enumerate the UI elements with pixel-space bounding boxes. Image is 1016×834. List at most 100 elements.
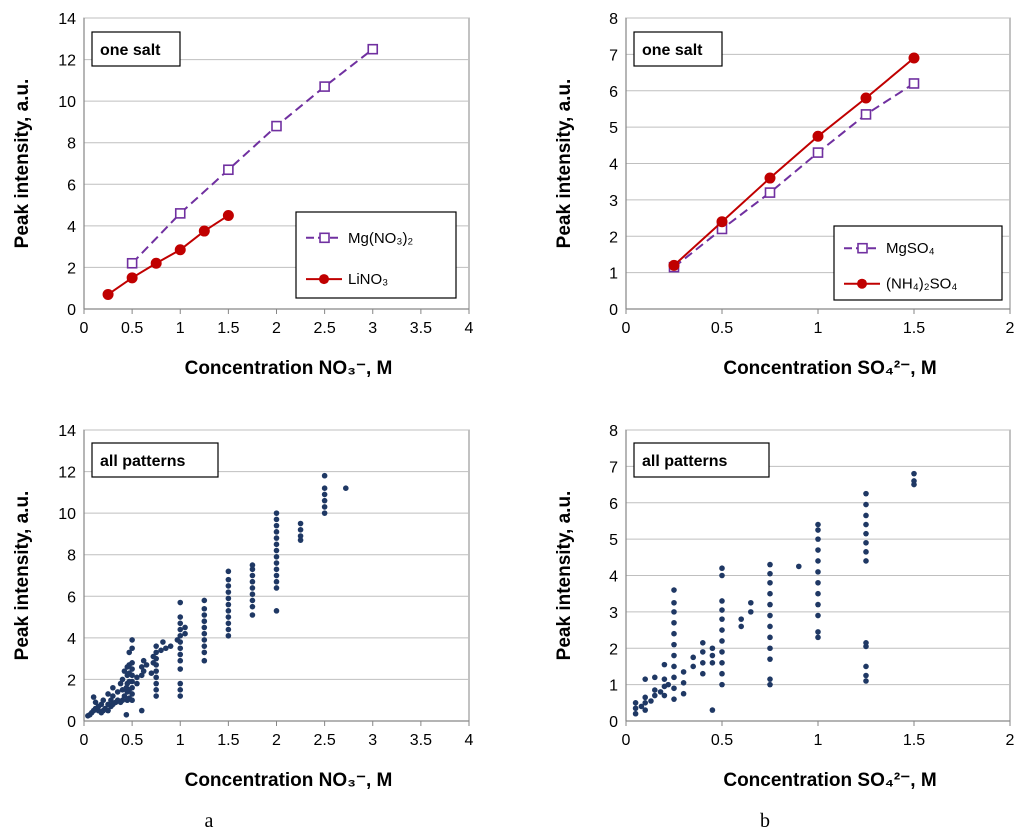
scatter-point	[225, 583, 232, 589]
scatter-point	[225, 589, 232, 595]
x-tick-label: 2	[1006, 320, 1015, 337]
scatter-point	[671, 630, 677, 637]
scatter-point	[297, 533, 304, 539]
scatter-point	[863, 672, 869, 679]
panel-title-box	[633, 442, 770, 478]
scatter-point	[767, 579, 773, 586]
scatter-point	[815, 579, 821, 586]
y-tick-label: 4	[67, 631, 76, 648]
scatter-point	[110, 684, 116, 691]
scatter-point	[863, 521, 869, 528]
y-tick-label: 3	[609, 193, 618, 210]
y-tick-label: 1	[609, 678, 618, 695]
scatter-point	[153, 655, 159, 662]
y-tick-label: 0	[609, 714, 618, 731]
panel-title-box	[633, 31, 723, 67]
y-tick-label: 5	[609, 120, 618, 137]
scatter-point	[201, 630, 208, 637]
series-line-1	[673, 57, 915, 267]
scatter-point	[273, 572, 280, 579]
scatter-point	[671, 619, 677, 626]
scatter-point	[129, 645, 135, 652]
scatter-point	[767, 623, 773, 630]
scatter-point	[671, 674, 677, 681]
scatter-point	[863, 549, 869, 555]
scatter-point	[225, 576, 232, 583]
scatter-point	[738, 623, 744, 630]
x-tick-label: 0.5	[711, 320, 733, 337]
scatter-point	[690, 663, 696, 670]
legend-label: LiNO₃	[348, 271, 388, 288]
x-tick-label: 1.5	[903, 320, 925, 337]
data-point-marker	[150, 257, 162, 269]
scatter-point	[719, 607, 725, 613]
scatter-point	[249, 572, 256, 579]
scatter-point	[700, 660, 706, 666]
legend-swatch-marker	[319, 274, 329, 285]
scatter-point	[815, 590, 821, 597]
scatter-point	[671, 641, 677, 648]
y-tick-label: 6	[609, 496, 618, 513]
data-point-marker	[908, 52, 920, 64]
scatter-point	[638, 703, 645, 710]
scatter-point	[249, 585, 256, 591]
scatter-point	[321, 472, 328, 479]
scatter-point	[249, 612, 256, 618]
scatter-point	[201, 618, 208, 625]
data-point-marker	[764, 172, 776, 184]
data-point-marker	[102, 288, 114, 300]
scatter-point	[815, 569, 821, 575]
scatter-point	[863, 678, 869, 684]
x-tick-label: 0.5	[121, 320, 143, 337]
scatter-point	[249, 597, 256, 604]
scatter-point	[665, 681, 672, 688]
panel-title: one salt	[642, 42, 703, 59]
scatter-point	[273, 608, 280, 614]
y-tick-label: 14	[58, 11, 76, 28]
chart-top-left: 0 2 4 6 8 10 12 14 0 0.5 1 1.5 2 2.5 3 3.5 4 Concentratio…	[12, 11, 474, 379]
scatter-point	[105, 707, 111, 714]
scatter-point	[201, 612, 208, 618]
scatter-point	[249, 591, 256, 598]
scatter-point	[671, 663, 677, 670]
scatter-point	[201, 649, 208, 656]
scatter-point	[225, 632, 232, 639]
scatter-point	[321, 491, 328, 498]
scatter-point	[719, 660, 725, 666]
scatter-point	[815, 536, 821, 542]
scatter-point	[815, 601, 821, 608]
scatter-point	[177, 693, 184, 699]
scatter-point	[98, 701, 105, 708]
x-axis-title: Concentration SO₄²⁻, M	[723, 358, 936, 379]
y-tick-label: 10	[58, 94, 76, 111]
scatter-point	[138, 664, 145, 670]
x-tick-label: 1.5	[217, 320, 239, 337]
scatter-point	[671, 696, 677, 702]
scatter-point	[709, 645, 716, 652]
sub-figure-label-a: a	[205, 810, 214, 832]
scatter-point	[225, 601, 232, 608]
legend-label: (NH₄)₂SO₄	[886, 276, 957, 293]
x-tick-label: 2	[272, 732, 281, 749]
scatter-point	[863, 490, 869, 497]
scatter-point	[652, 687, 658, 693]
scatter-point	[90, 694, 97, 700]
scatter-point	[767, 656, 773, 662]
scatter-point	[709, 652, 716, 659]
y-tick-label: 8	[67, 136, 76, 153]
y-axis-title: Peak intensity, a.u.	[12, 491, 33, 661]
scatter-point	[719, 565, 725, 572]
legend-swatch-marker	[857, 278, 867, 289]
scatter-point	[748, 609, 754, 615]
scatter-point	[225, 614, 232, 620]
x-tick-label: 1	[176, 732, 185, 749]
y-tick-label: 12	[58, 465, 76, 482]
panel-title: one salt	[100, 42, 161, 59]
y-axis-title: Peak intensity, a.u.	[554, 79, 575, 249]
scatter-point	[863, 512, 869, 519]
scatter-point	[719, 598, 725, 604]
scatter-point	[815, 612, 821, 619]
x-tick-label: 3.5	[410, 732, 432, 749]
scatter-point	[129, 666, 135, 672]
scatter-point	[177, 626, 184, 633]
